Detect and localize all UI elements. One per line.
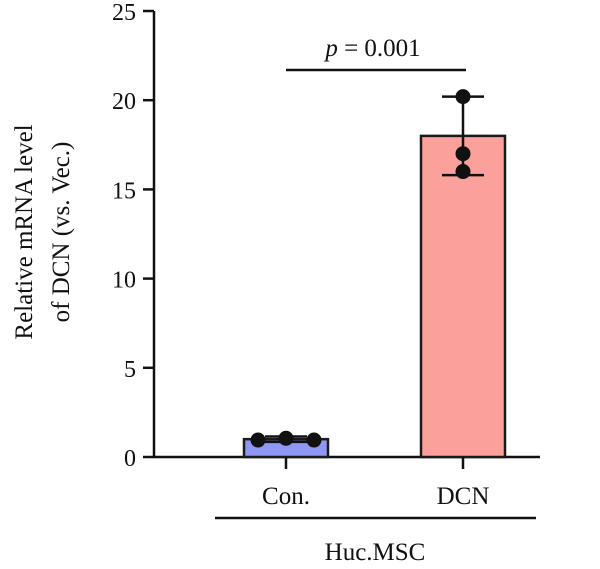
significance-label: p = 0.001: [323, 35, 420, 62]
y-tick-label: 25: [112, 0, 136, 26]
y-tick-label: 5: [124, 357, 136, 383]
x-axis-categories: Con. DCN: [262, 457, 489, 510]
y-axis-title-line-2: of DCN (vs. Vec.): [48, 142, 75, 323]
data-points: [250, 89, 471, 448]
p-symbol: p: [323, 35, 338, 62]
y-tick-label: 10: [112, 268, 136, 294]
data-point: [278, 430, 294, 446]
x-category-label: DCN: [437, 483, 490, 510]
data-point: [455, 146, 471, 162]
y-tick-label: 15: [112, 178, 136, 204]
y-tick-label: 20: [112, 89, 136, 115]
y-tick-label: 0: [124, 446, 136, 472]
significance-annotation: p = 0.001: [286, 35, 466, 72]
y-axis-title-line-1: Relative mRNA level: [11, 124, 38, 339]
data-point: [455, 89, 471, 105]
bar: [419, 134, 507, 459]
x-category-label: Con.: [262, 483, 310, 510]
y-axis-title: Relative mRNA level of DCN (vs. Vec.): [11, 124, 75, 339]
group-label: Huc.MSC: [325, 539, 426, 566]
data-point: [455, 164, 471, 180]
data-point: [306, 432, 322, 448]
bars: [242, 134, 507, 459]
y-axis-ticks: 0 5 10 15 20 25: [112, 0, 154, 472]
data-point: [250, 432, 266, 448]
group-annotation: Huc.MSC: [215, 516, 536, 566]
p-value: = 0.001: [338, 35, 421, 62]
